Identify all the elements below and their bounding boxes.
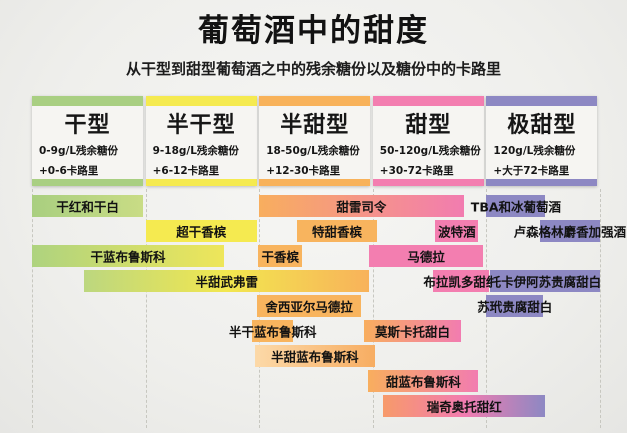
sugar-range: 50-120g/L残余糖份 xyxy=(379,145,481,157)
wine-bar: 半甜蓝布鲁斯科 xyxy=(254,345,376,367)
wine-bar: 干香槟 xyxy=(258,245,303,267)
wine-label: 特甜香槟 xyxy=(311,224,363,240)
wine-bar: 干蓝布鲁斯科 xyxy=(32,245,224,267)
wine-label: 半甜武弗雷 xyxy=(195,274,259,290)
category-title: 半干型 xyxy=(166,113,236,138)
category-card: 干型 0-9g/L残余糖份 +0-6卡路里 xyxy=(32,96,144,186)
wine-bar: 马德拉 xyxy=(369,245,483,267)
sugar-range: 0-9g/L残余糖份 xyxy=(39,145,119,157)
category-color-strip-bottom xyxy=(486,179,598,186)
column-gridline xyxy=(600,189,601,428)
category-color-strip-bottom xyxy=(32,179,144,186)
category-title: 半甜型 xyxy=(280,113,350,138)
wine-label: 托卡伊阿苏贵腐甜白 xyxy=(488,274,602,290)
wine-bar: 托卡伊阿苏贵腐甜白 xyxy=(488,270,602,292)
wine-bar: 半甜武弗雷 xyxy=(84,270,370,292)
wine-label: 干红和干白 xyxy=(56,199,119,215)
wine-label: 甜蓝布鲁斯科 xyxy=(385,374,461,390)
wine-bar: 波特酒 xyxy=(435,220,479,242)
wine-bar: 苏玳贵腐甜白 xyxy=(477,295,552,317)
category-card: 半甜型 18-50g/L残余糖份 +12-30卡路里 xyxy=(259,96,371,186)
calorie-range: +6-12卡路里 xyxy=(152,165,220,177)
category-color-strip-bottom xyxy=(145,179,257,186)
wine-bar: 舍西亚尔马德拉 xyxy=(256,295,362,317)
wine-bar: 甜雷司令 xyxy=(259,195,464,217)
category-title: 干型 xyxy=(64,113,111,138)
calorie-range: +12-30卡路里 xyxy=(266,165,341,177)
category-title: 极甜型 xyxy=(507,113,577,138)
wine-label: 瑞奇奥托甜红 xyxy=(426,399,502,415)
column-gridline xyxy=(32,189,33,428)
category-color-strip-top xyxy=(145,96,257,106)
category-card: 甜型 50-120g/L残余糖份 +30-72卡路里 xyxy=(372,96,484,186)
calorie-range: +30-72卡路里 xyxy=(379,165,454,177)
wine-bar: 超干香槟 xyxy=(145,220,257,242)
wine-label: 卢森格林麝香加强酒 xyxy=(513,224,627,240)
category-card: 极甜型 120g/L残余糖份 +大于72卡路里 xyxy=(486,96,598,186)
sugar-range: 9-18g/L残余糖份 xyxy=(152,145,239,157)
category-color-strip-top xyxy=(372,96,484,106)
wine-label: 半甜蓝布鲁斯科 xyxy=(271,349,359,365)
calorie-range: +大于72卡路里 xyxy=(493,165,570,177)
wine-label: 干香槟 xyxy=(261,249,299,265)
wine-label: 苏玳贵腐甜白 xyxy=(477,299,553,315)
page-title: 葡萄酒中的甜度 xyxy=(198,13,429,49)
wine-bar: 莫斯卡托甜白 xyxy=(363,320,462,342)
column-gridline xyxy=(372,189,374,428)
category-color-strip-top xyxy=(486,96,598,106)
wine-bar: 特甜香槟 xyxy=(296,220,378,242)
category-color-strip-bottom xyxy=(259,179,371,186)
page-subtitle: 从干型到甜型葡萄酒之中的残余糖份以及糖份中的卡路里 xyxy=(125,60,501,78)
wine-label: 干蓝布鲁斯科 xyxy=(90,249,166,265)
wine-bar: 甜蓝布鲁斯科 xyxy=(368,370,479,392)
wine-label: 半干蓝布鲁斯科 xyxy=(229,324,317,340)
category-card: 半干型 9-18g/L残余糖份 +6-12卡路里 xyxy=(145,96,257,186)
wine-bar: 瑞奇奥托甜红 xyxy=(383,395,546,417)
wine-bar: TBA和冰葡萄酒 xyxy=(471,195,561,217)
wine-label: 莫斯卡托甜白 xyxy=(375,324,451,340)
column-gridline xyxy=(145,189,147,428)
wine-label: TBA和冰葡萄酒 xyxy=(470,199,562,215)
wine-bar: 卢森格林麝香加强酒 xyxy=(514,220,626,242)
wine-label: 超干香槟 xyxy=(176,224,227,240)
wine-bar: 半干蓝布鲁斯科 xyxy=(229,320,317,342)
wine-label: 波特酒 xyxy=(438,224,476,240)
wine-bar: 干红和干白 xyxy=(32,195,144,217)
wine-label: 舍西亚尔马德拉 xyxy=(265,299,353,315)
wine-bar: 布拉凯多甜红 xyxy=(423,270,498,292)
sugar-range: 18-50g/L残余糖份 xyxy=(266,145,360,157)
category-color-strip-top xyxy=(32,96,144,106)
category-color-strip-bottom xyxy=(372,179,484,186)
category-title: 甜型 xyxy=(405,113,452,138)
wine-label: 甜雷司令 xyxy=(336,199,387,215)
calorie-range: +0-6卡路里 xyxy=(39,165,99,177)
sugar-range: 120g/L残余糖份 xyxy=(493,145,576,157)
wine-label: 布拉凯多甜红 xyxy=(423,274,499,290)
category-color-strip-top xyxy=(259,96,371,106)
wine-label: 马德拉 xyxy=(407,249,445,265)
